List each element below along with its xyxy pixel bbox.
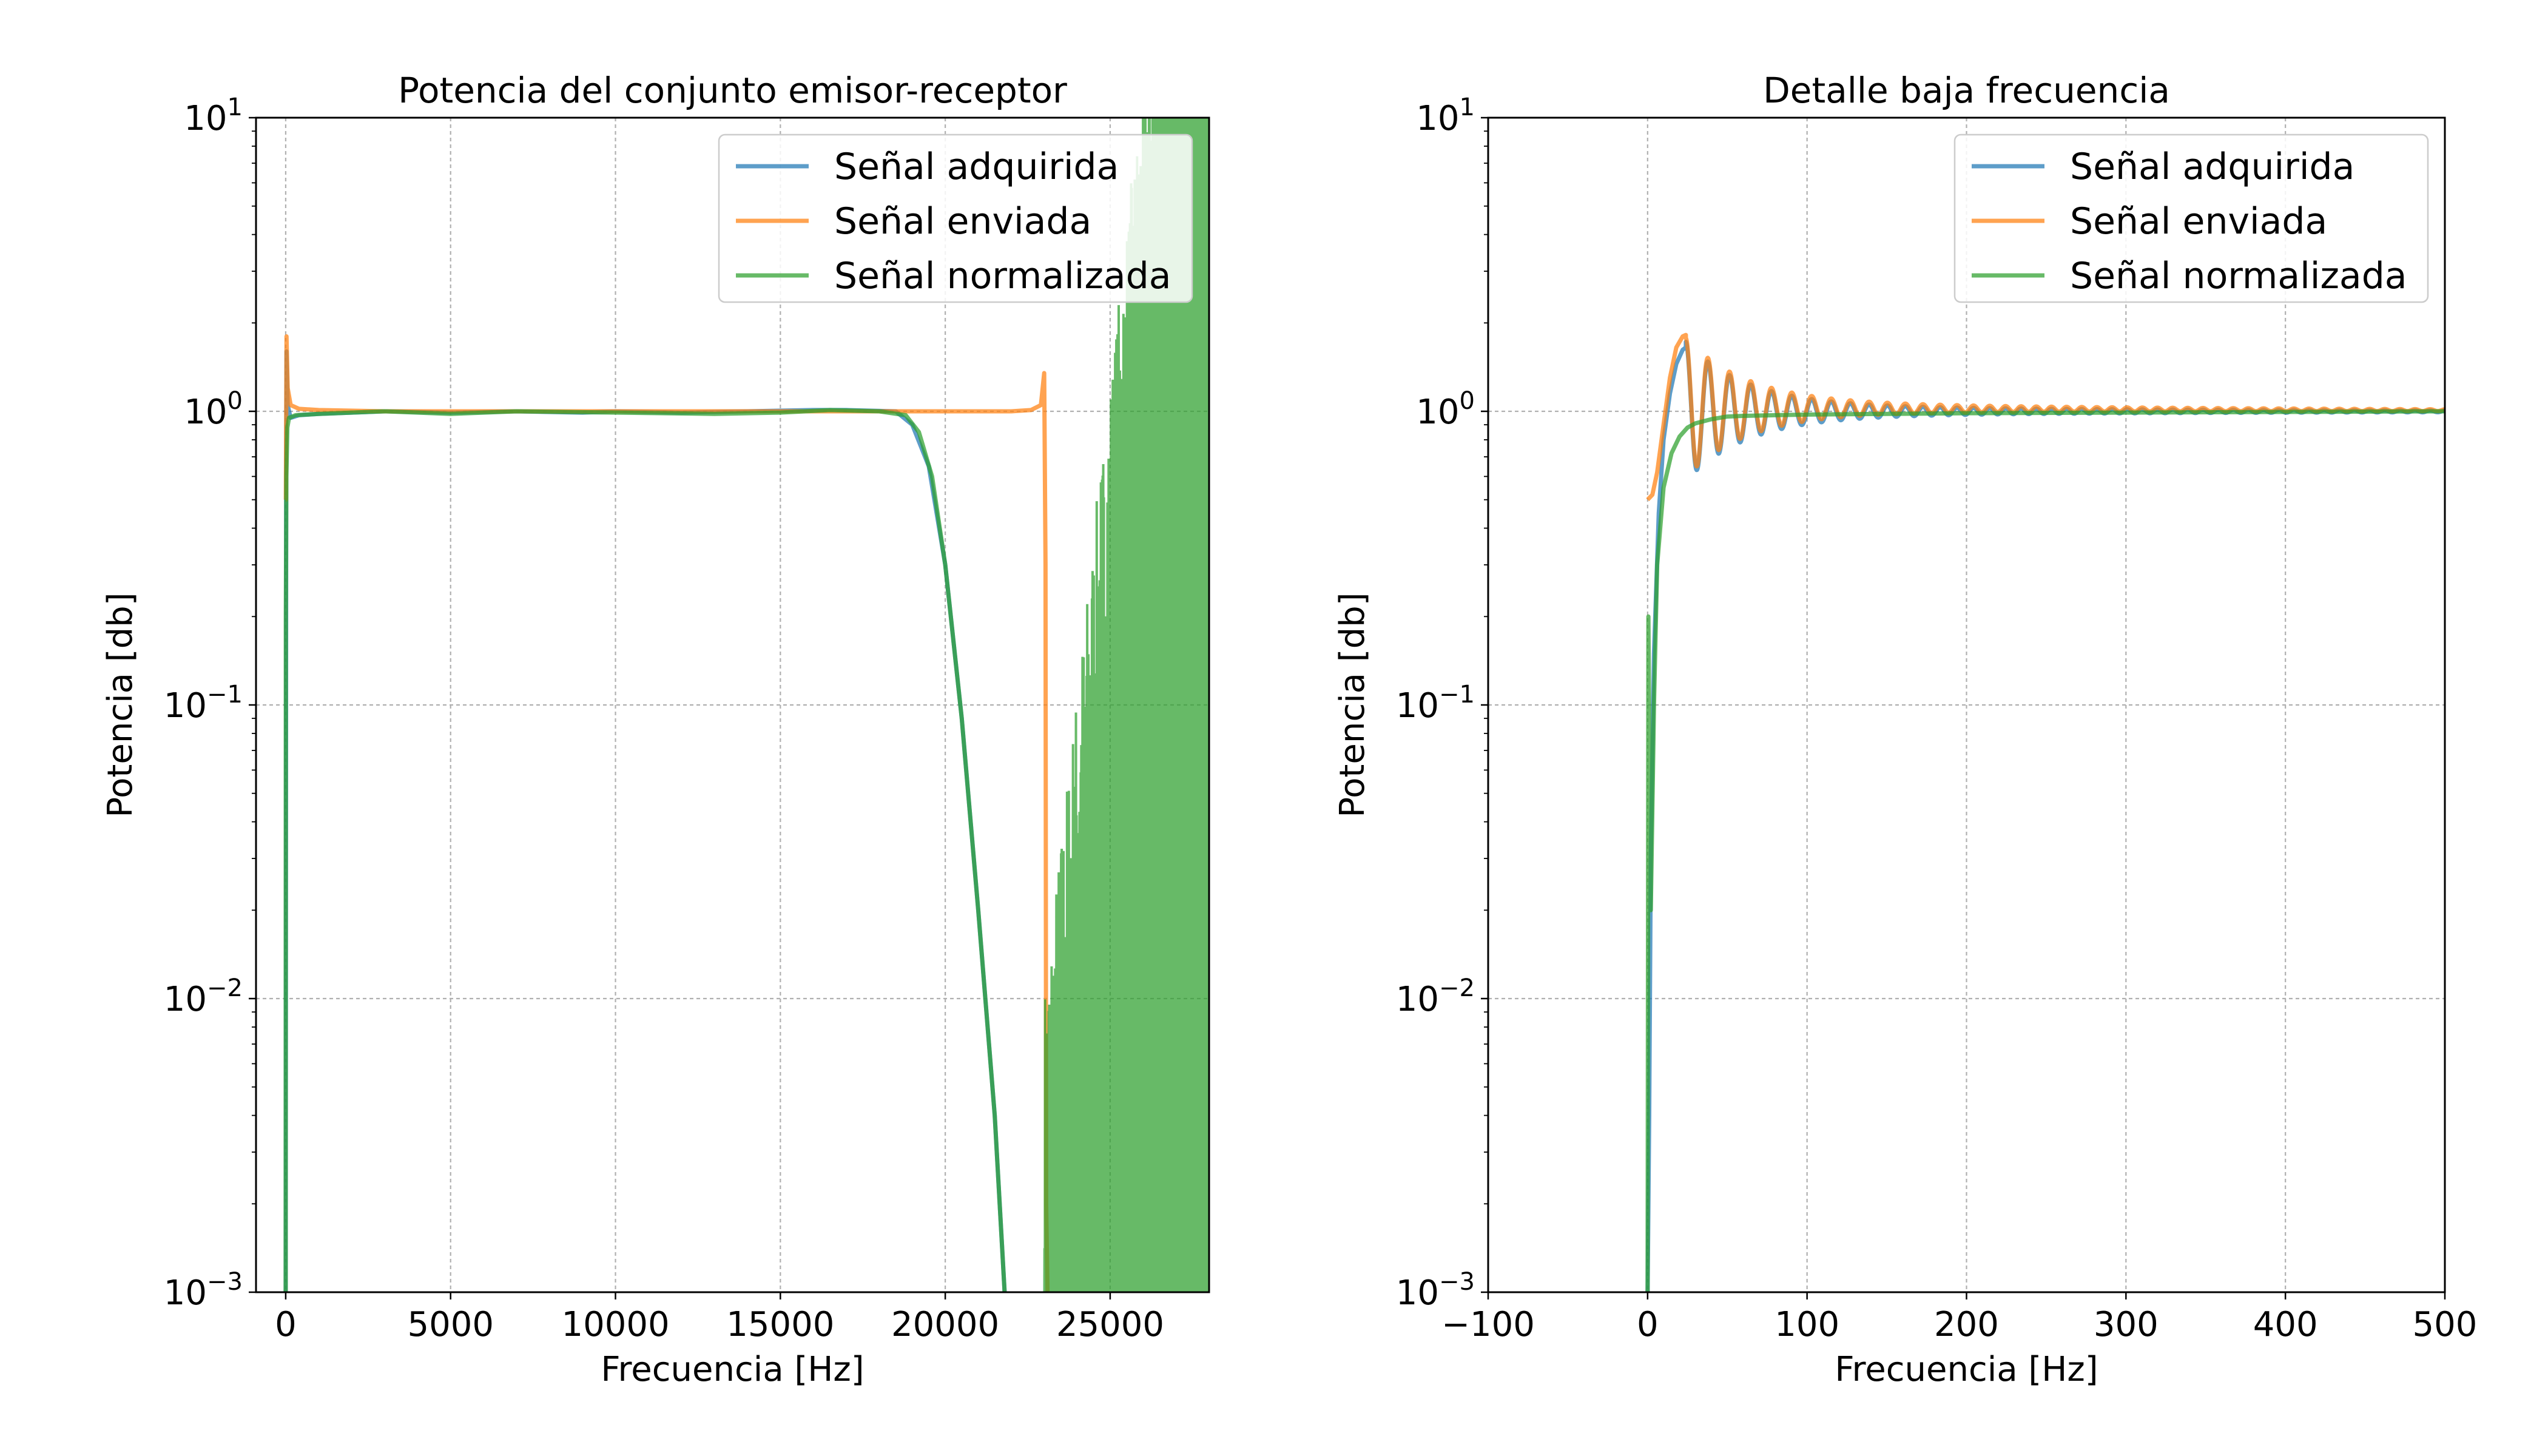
x-axis: −100 0 100 200 300 400 500: [1441, 1292, 2477, 1344]
legend-label: Señal normalizada: [834, 255, 1171, 297]
x-tick-label: 15000: [726, 1305, 834, 1344]
y-tick-base: 10: [1396, 980, 1439, 1019]
y-tick-exponent: 0: [228, 387, 243, 415]
x-tick-label: 10000: [561, 1305, 669, 1344]
x-tick-label: 20000: [891, 1305, 999, 1344]
legend-label: Señal adquirida: [2070, 146, 2354, 188]
x-tick-label: −100: [1441, 1305, 1535, 1344]
legend-box: [718, 133, 1193, 303]
x-tick-label: 0: [275, 1305, 297, 1344]
y-tick-base: 10: [164, 980, 207, 1019]
y-tick-label: 100: [184, 387, 243, 432]
y-tick-base: 10: [1396, 686, 1439, 726]
y-tick-label: 10−3: [1396, 1268, 1475, 1313]
x-tick-label: 5000: [407, 1305, 494, 1344]
series-line-3: [1645, 409, 2445, 1292]
y-tick-label: 10−3: [164, 1268, 243, 1313]
series-line-3: [283, 408, 1007, 1292]
axes-panel-1: 0 5000 10000 15000 20000 2500010−310−210−1100…: [101, 70, 1210, 1389]
legend: Señal adquirida Señal enviada Señal normal…: [718, 133, 1193, 303]
x-tick-label: 500: [2413, 1305, 2478, 1344]
y-tick-base: 10: [1416, 99, 1459, 138]
y-tick-label: 101: [1416, 93, 1475, 138]
y-axis-label: Potencia [db]: [1333, 592, 1372, 817]
y-tick-exponent: 0: [1460, 387, 1475, 415]
plot-area: [283, 118, 1209, 1292]
series-line-1: [283, 349, 1007, 1292]
legend-label: Señal normalizada: [2070, 255, 2407, 297]
chart-title: Detalle baja frecuencia: [1763, 70, 2170, 111]
x-tick-label: 25000: [1056, 1305, 1164, 1344]
y-tick-exponent: −1: [1439, 681, 1475, 709]
y-tick-label: 101: [184, 93, 243, 138]
y-tick-label: 10−1: [164, 681, 243, 726]
y-tick-exponent: 1: [1460, 93, 1475, 121]
x-tick-label: 400: [2253, 1305, 2318, 1344]
legend-box: [1953, 133, 2429, 303]
y-tick-label: 10−2: [164, 974, 243, 1019]
x-axis-label: Frecuencia [Hz]: [601, 1350, 864, 1389]
y-tick-label: 10−1: [1396, 681, 1475, 726]
legend-label: Señal adquirida: [834, 146, 1119, 188]
y-tick-exponent: 1: [228, 93, 243, 121]
x-tick-label: 300: [2094, 1305, 2159, 1344]
chart-title: Potencia del conjunto emisor-receptor: [398, 70, 1067, 111]
x-tick-label: 200: [1934, 1305, 1999, 1344]
y-tick-exponent: −3: [1439, 1268, 1475, 1296]
y-tick-label: 100: [1416, 387, 1475, 432]
y-tick-exponent: −1: [207, 681, 243, 709]
legend: Señal adquirida Señal enviada Señal normal…: [1953, 133, 2429, 303]
x-axis: 0 5000 10000 15000 20000 25000: [275, 1292, 1164, 1344]
plot-area: [1645, 332, 2445, 1292]
legend-label: Señal enviada: [2070, 200, 2327, 243]
x-tick-label: 100: [1774, 1305, 1839, 1344]
y-tick-base: 10: [1396, 1273, 1439, 1313]
y-tick-exponent: −2: [207, 974, 243, 1002]
x-tick-label: 0: [1637, 1305, 1659, 1344]
series-line-1: [1645, 339, 2445, 1292]
y-tick-base: 10: [164, 1273, 207, 1313]
y-tick-exponent: −2: [1439, 974, 1475, 1002]
noise-region: [1043, 118, 1209, 1292]
y-tick-exponent: −3: [207, 1268, 243, 1296]
y-axis-label: Potencia [db]: [101, 592, 140, 817]
y-tick-base: 10: [164, 686, 207, 726]
y-tick-label: 10−2: [1396, 974, 1475, 1019]
y-tick-base: 10: [184, 99, 227, 138]
legend-label: Señal enviada: [834, 200, 1091, 243]
y-tick-base: 10: [1416, 393, 1459, 432]
y-tick-base: 10: [184, 393, 227, 432]
x-axis-label: Frecuencia [Hz]: [1835, 1350, 2098, 1389]
